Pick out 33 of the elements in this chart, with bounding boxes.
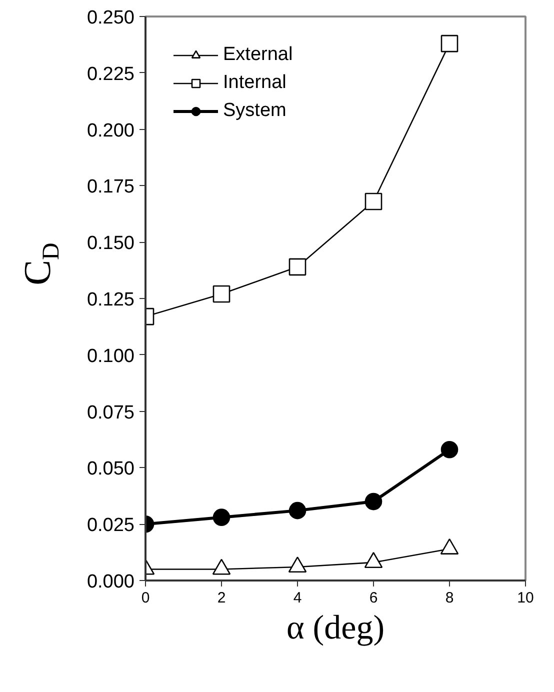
- legend-label: External: [223, 44, 293, 66]
- x-tick-label: 0: [141, 590, 150, 606]
- y-tick-label: 0.175: [86, 176, 134, 198]
- point: [288, 258, 306, 276]
- point: [364, 492, 382, 510]
- y-tick-label: 0.125: [86, 290, 134, 310]
- x-axis-title: α (deg): [286, 610, 385, 646]
- point: [212, 558, 231, 575]
- x-tick-label: 6: [369, 590, 378, 606]
- legend-label: Internal: [223, 72, 286, 94]
- point: [364, 552, 383, 568]
- point: [288, 502, 306, 520]
- y-tick-label: 0.100: [86, 346, 134, 367]
- point: [288, 556, 307, 573]
- point: [440, 34, 458, 52]
- y-tick-label: 0.075: [86, 402, 134, 424]
- point: [364, 192, 382, 210]
- x-tick-label: 2: [217, 590, 226, 606]
- x-tick-label: 8: [445, 590, 454, 606]
- point: [440, 538, 459, 554]
- point: [440, 441, 458, 458]
- y-tick-label: 0.050: [86, 458, 134, 480]
- y-tick-label: 0.200: [86, 120, 134, 142]
- legend-label: System: [223, 100, 286, 122]
- y-tick-label: 0.000: [86, 572, 134, 592]
- y-tick-label: 0.225: [86, 64, 134, 85]
- point: [212, 285, 230, 303]
- y-tick-label: 0.250: [86, 8, 134, 28]
- x-tick-label: 10: [517, 590, 534, 606]
- y-tick-label: 0.025: [86, 515, 134, 536]
- point: [212, 508, 230, 526]
- y-tick-label: 0.150: [86, 233, 134, 254]
- x-tick-label: 4: [293, 590, 302, 606]
